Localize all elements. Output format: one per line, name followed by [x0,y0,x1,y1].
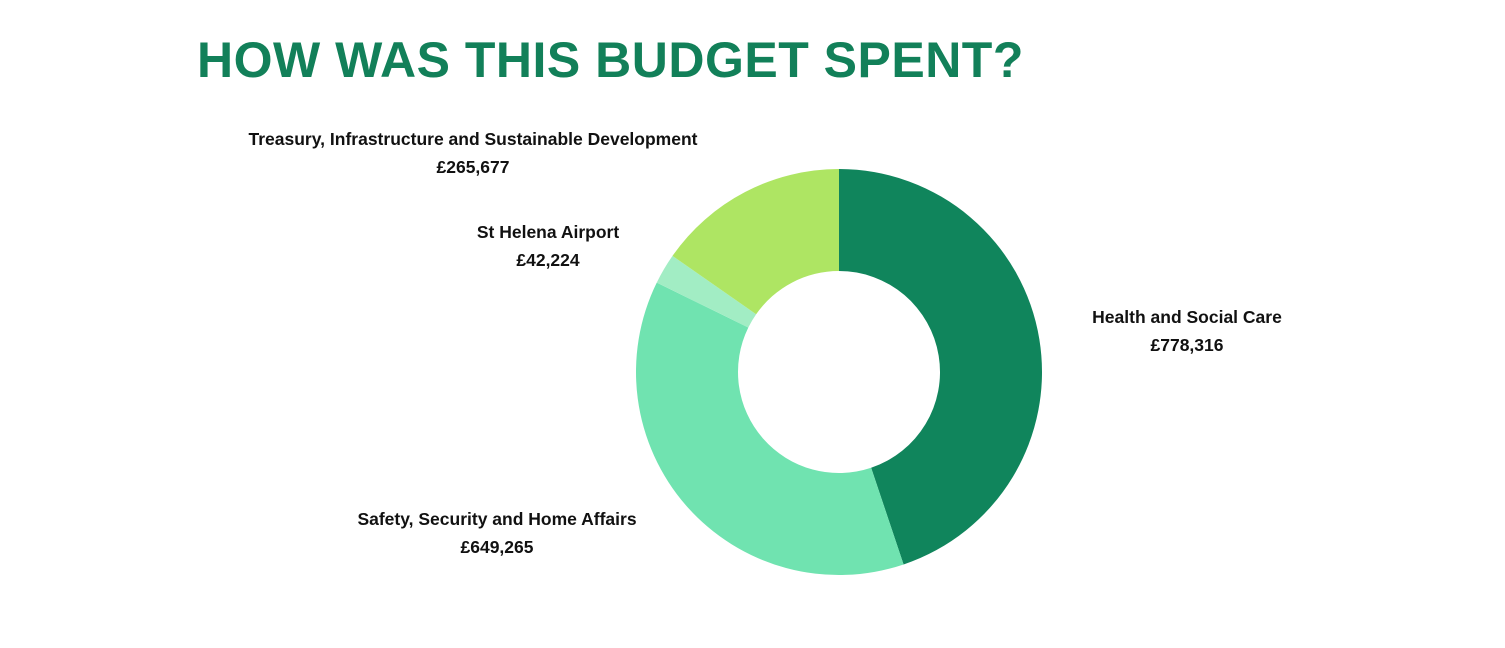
slice-label-safety-value: £649,265 [460,537,534,557]
page-title: HOW WAS THIS BUDGET SPENT? [197,32,1024,88]
slice-label-safety-name: Safety, Security and Home Affairs [357,509,637,529]
donut-slice-safety [636,282,904,575]
slice-label-treasury: Treasury, Infrastructure and Sustainable… [249,125,698,181]
slice-label-health-value: £778,316 [1150,335,1224,355]
donut-slice-treasury [672,169,839,315]
slice-label-treasury-value: £265,677 [436,157,510,177]
donut-slices [636,169,1042,575]
slice-label-airport: St Helena Airport £42,224 [477,218,619,274]
donut-slice-airport [656,255,757,328]
slice-label-treasury-name: Treasury, Infrastructure and Sustainable… [248,129,698,149]
donut-slice-health [839,169,1042,565]
slice-label-airport-value: £42,224 [516,250,580,270]
slice-label-health: Health and Social Care £778,316 [1092,303,1282,359]
slice-label-airport-name: St Helena Airport [476,222,620,242]
slice-label-health-name: Health and Social Care [1092,307,1282,327]
slice-label-safety: Safety, Security and Home Affairs £649,2… [357,505,636,561]
